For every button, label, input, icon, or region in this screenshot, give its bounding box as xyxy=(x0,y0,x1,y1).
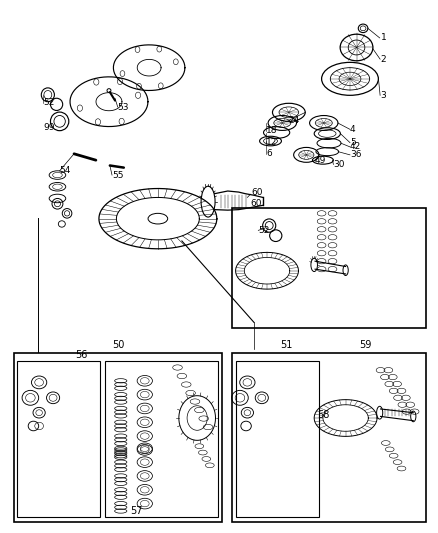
Text: 51: 51 xyxy=(280,340,293,350)
Bar xyxy=(236,361,318,518)
Bar xyxy=(232,353,426,522)
Bar xyxy=(106,361,218,518)
Text: 59: 59 xyxy=(359,340,371,350)
Text: 6: 6 xyxy=(266,149,272,158)
Text: 53: 53 xyxy=(118,102,129,111)
Text: 18: 18 xyxy=(266,126,278,135)
Text: 30: 30 xyxy=(333,160,345,169)
Bar xyxy=(17,361,100,518)
Text: 49: 49 xyxy=(315,156,326,165)
Text: 52: 52 xyxy=(258,226,270,235)
Text: 60: 60 xyxy=(251,188,263,197)
Text: 4: 4 xyxy=(350,125,356,134)
Text: 36: 36 xyxy=(350,150,361,159)
Text: 99: 99 xyxy=(43,123,55,132)
Text: 52: 52 xyxy=(43,98,55,107)
Bar xyxy=(232,208,426,328)
Text: 5: 5 xyxy=(350,138,356,147)
Text: 55: 55 xyxy=(112,171,124,180)
Text: 56: 56 xyxy=(75,350,88,360)
Text: 58: 58 xyxy=(318,410,330,421)
Text: 24: 24 xyxy=(289,116,300,125)
Bar xyxy=(14,353,223,522)
Text: 50: 50 xyxy=(113,340,125,350)
Text: 2: 2 xyxy=(381,55,386,63)
Text: 12: 12 xyxy=(266,138,278,147)
Text: 60: 60 xyxy=(251,199,262,208)
Text: 54: 54 xyxy=(60,166,71,175)
Text: 57: 57 xyxy=(130,506,142,516)
Text: 3: 3 xyxy=(381,91,386,100)
Text: 1: 1 xyxy=(381,34,386,43)
Text: 42: 42 xyxy=(350,142,361,151)
